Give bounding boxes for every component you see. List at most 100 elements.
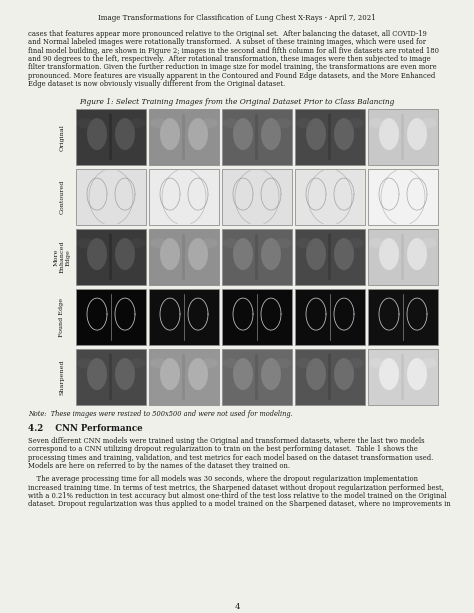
Ellipse shape (115, 238, 135, 270)
Ellipse shape (275, 118, 291, 128)
Text: correspond to a CNN utilizing dropout regularization to train on the best perfor: correspond to a CNN utilizing dropout re… (28, 446, 418, 454)
Text: Figure 1: Select Training Images from the Original Dataset Prior to Class Balanc: Figure 1: Select Training Images from th… (79, 98, 395, 106)
Bar (222, 109, 292, 165)
Ellipse shape (334, 118, 354, 150)
Bar (255, 354, 258, 400)
Bar (109, 114, 112, 160)
Bar (295, 349, 365, 405)
Ellipse shape (261, 118, 281, 150)
Bar (368, 349, 438, 405)
Ellipse shape (202, 238, 218, 248)
Bar (368, 169, 438, 225)
Ellipse shape (188, 238, 208, 270)
Bar (368, 229, 438, 285)
Ellipse shape (379, 118, 399, 150)
Text: increased training time. In terms of test metrics, the Sharpened dataset without: increased training time. In terms of tes… (28, 484, 444, 492)
Ellipse shape (188, 118, 208, 150)
Text: filter transformation. Given the further reduction in image size for model train: filter transformation. Given the further… (28, 63, 437, 71)
Bar (401, 114, 404, 160)
Ellipse shape (233, 238, 253, 270)
Bar (222, 109, 292, 165)
Ellipse shape (160, 238, 180, 270)
Ellipse shape (87, 118, 107, 150)
Ellipse shape (306, 358, 326, 390)
Bar (328, 234, 331, 280)
Ellipse shape (77, 118, 93, 128)
Bar (222, 289, 292, 345)
Ellipse shape (129, 238, 145, 248)
Text: The average processing time for all models was 30 seconds, where the dropout reg: The average processing time for all mode… (28, 475, 418, 483)
Bar (182, 114, 185, 160)
Text: Image Transformations for Classification of Lung Chest X-Rays - April 7, 2021: Image Transformations for Classification… (98, 14, 376, 22)
Ellipse shape (348, 238, 364, 248)
Text: pronounced. More features are visually apparent in the Contoured and Found Edge : pronounced. More features are visually a… (28, 72, 435, 80)
Text: Contoured: Contoured (60, 180, 64, 215)
Bar (76, 289, 146, 345)
Ellipse shape (369, 118, 385, 128)
Ellipse shape (129, 118, 145, 128)
Bar (368, 289, 438, 345)
Bar (295, 349, 365, 405)
Ellipse shape (306, 238, 326, 270)
Ellipse shape (160, 118, 180, 150)
Text: More
Enhanced
Edge: More Enhanced Edge (54, 241, 70, 273)
Ellipse shape (115, 358, 135, 390)
Text: 4.2    CNN Performance: 4.2 CNN Performance (28, 424, 143, 433)
Bar (368, 229, 438, 285)
Ellipse shape (369, 358, 385, 368)
Ellipse shape (369, 238, 385, 248)
Bar (368, 109, 438, 165)
Ellipse shape (275, 358, 291, 368)
Ellipse shape (233, 118, 253, 150)
Bar (295, 229, 365, 285)
Ellipse shape (261, 238, 281, 270)
Bar (295, 229, 365, 285)
Bar (109, 354, 112, 400)
Ellipse shape (223, 118, 239, 128)
Ellipse shape (348, 358, 364, 368)
Bar (149, 289, 219, 345)
Bar (76, 229, 146, 285)
Ellipse shape (421, 118, 437, 128)
Bar (76, 109, 146, 165)
Ellipse shape (202, 118, 218, 128)
Ellipse shape (87, 238, 107, 270)
Bar (255, 114, 258, 160)
Text: 4: 4 (234, 603, 240, 611)
Text: final model building, are shown in Figure 2; images in the second and fifth colu: final model building, are shown in Figur… (28, 47, 439, 55)
Ellipse shape (275, 238, 291, 248)
Bar (255, 234, 258, 280)
Ellipse shape (407, 358, 427, 390)
Text: Found Edge: Found Edge (60, 297, 64, 337)
Ellipse shape (296, 238, 312, 248)
Ellipse shape (407, 118, 427, 150)
Bar (149, 349, 219, 405)
Text: Edge dataset is now obviously visually different from the Original dataset.: Edge dataset is now obviously visually d… (28, 80, 285, 88)
Bar (401, 354, 404, 400)
Ellipse shape (348, 118, 364, 128)
Bar (149, 289, 219, 345)
Bar (182, 234, 185, 280)
Ellipse shape (379, 358, 399, 390)
Ellipse shape (296, 358, 312, 368)
Ellipse shape (150, 118, 166, 128)
Bar (76, 109, 146, 165)
Ellipse shape (296, 118, 312, 128)
Bar (368, 109, 438, 165)
Text: Sharpened: Sharpened (60, 359, 64, 395)
Bar (401, 234, 404, 280)
Ellipse shape (407, 238, 427, 270)
Bar (222, 169, 292, 225)
Text: cases that features appear more pronounced relative to the Original set.  After : cases that features appear more pronounc… (28, 30, 427, 38)
Bar (222, 349, 292, 405)
Ellipse shape (334, 358, 354, 390)
Bar (368, 169, 438, 225)
Bar (328, 354, 331, 400)
Bar (149, 229, 219, 285)
Text: and 90 degrees to the left, respectively.  After rotational transformation, thes: and 90 degrees to the left, respectively… (28, 55, 430, 63)
Ellipse shape (334, 238, 354, 270)
Bar (368, 289, 438, 345)
Bar (149, 169, 219, 225)
Text: Note:  These images were resized to 500x500 and were not used for modeling.: Note: These images were resized to 500x5… (28, 410, 293, 418)
Bar (295, 109, 365, 165)
